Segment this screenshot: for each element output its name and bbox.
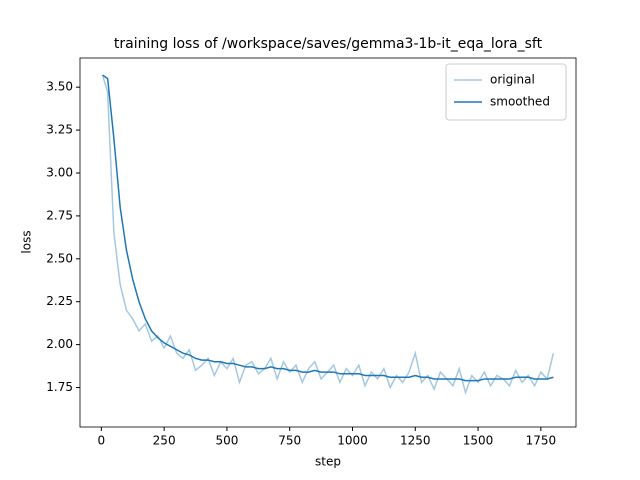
y-tick-label: 2.50 (46, 251, 73, 265)
x-tick-label: 750 (278, 434, 301, 448)
y-tick-label: 1.75 (46, 380, 73, 394)
y-tick-label: 3.00 (46, 165, 73, 179)
legend-box (445, 63, 567, 121)
y-tick-label: 3.25 (46, 123, 73, 137)
y-tick-label: 2.00 (46, 337, 73, 351)
x-tick-label: 1000 (337, 434, 368, 448)
line-smoothed (102, 74, 554, 382)
x-axis-label: step (315, 455, 341, 469)
x-tick-label: 1250 (400, 434, 431, 448)
legend-label: smoothed (490, 95, 550, 109)
legend-label: original (490, 73, 535, 87)
x-tick-label: 0 (98, 434, 106, 448)
line-original (101, 74, 555, 396)
chart-title: training loss of /workspace/saves/gemma3… (114, 36, 543, 52)
plot-frame (79, 57, 577, 428)
y-axis-label: loss (20, 230, 34, 253)
x-tick-label: 500 (215, 434, 238, 448)
x-tick-label: 1500 (463, 434, 494, 448)
x-tick-label: 1750 (526, 434, 557, 448)
x-tick-label: 250 (153, 434, 176, 448)
y-tick-label: 2.25 (46, 294, 73, 308)
y-tick-label: 3.50 (46, 80, 73, 94)
y-tick-label: 2.75 (46, 208, 73, 222)
